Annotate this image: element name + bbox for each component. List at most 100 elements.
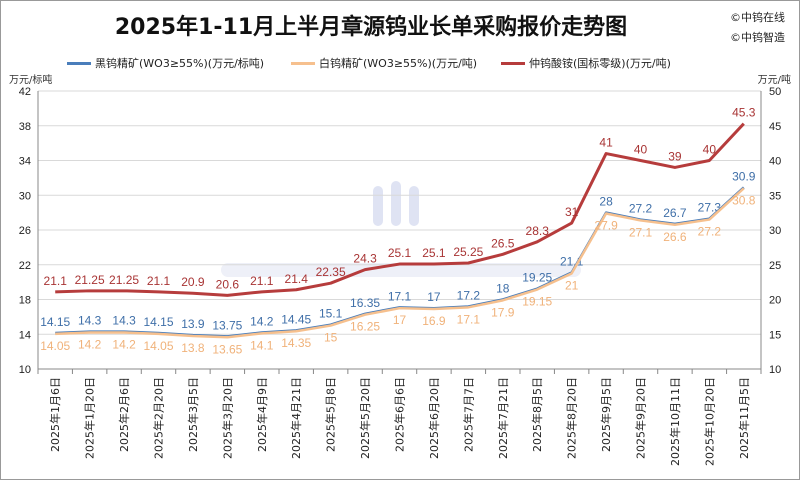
y-left-tick-label: 18 bbox=[19, 295, 31, 307]
x-tick-label: 2025年9月5日 bbox=[599, 377, 613, 452]
data-label: 21 bbox=[565, 278, 579, 292]
x-tick-label: 2025年2月20日 bbox=[152, 377, 166, 459]
y-left-tick-label: 30 bbox=[19, 190, 31, 202]
x-tick-label: 2025年10月11日 bbox=[668, 377, 682, 466]
data-label: 27.3 bbox=[698, 201, 722, 215]
x-tick-label: 2025年1月20日 bbox=[83, 377, 97, 459]
data-label: 31 bbox=[565, 205, 579, 219]
data-label: 27.9 bbox=[594, 218, 618, 232]
x-tick-label: 2025年1月6日 bbox=[48, 377, 62, 452]
x-tick-label: 2025年8月5日 bbox=[530, 377, 544, 452]
y-right-tick-label: 25 bbox=[769, 260, 781, 272]
data-label: 27.2 bbox=[629, 202, 653, 216]
y-left-tick-label: 14 bbox=[19, 329, 31, 341]
y-right-tick-label: 45 bbox=[769, 121, 781, 133]
y-left-tick-label: 38 bbox=[19, 121, 31, 133]
data-label: 21.25 bbox=[109, 273, 139, 287]
data-label: 14.05 bbox=[143, 339, 173, 353]
data-label: 14.3 bbox=[78, 314, 102, 328]
y-left-tick-label: 10 bbox=[19, 364, 31, 376]
data-label: 14.2 bbox=[78, 338, 102, 352]
series-line-2 bbox=[55, 122, 745, 297]
data-label: 15 bbox=[324, 331, 338, 345]
watermark bbox=[221, 181, 581, 277]
legend-swatch bbox=[291, 61, 315, 65]
legend-item-black-tungsten: 黑钨精矿(WO3≥55%)(万元/标吨) bbox=[67, 55, 264, 71]
x-tick-label: 2025年10月20日 bbox=[702, 377, 716, 466]
data-label: 41 bbox=[599, 136, 613, 150]
data-label: 14.2 bbox=[112, 338, 136, 352]
data-label: 28.3 bbox=[526, 224, 550, 238]
data-label: 40 bbox=[703, 143, 717, 157]
x-tick-label: 2025年3月5日 bbox=[186, 377, 200, 452]
data-label: 40 bbox=[634, 143, 648, 157]
legend-label: 黑钨精矿(WO3≥55%)(万元/标吨) bbox=[95, 57, 265, 70]
data-label: 14.3 bbox=[112, 314, 136, 328]
data-label: 25.25 bbox=[453, 245, 483, 259]
legend-item-apt: 仲钨酸铵(国标零级)(万元/吨) bbox=[501, 55, 671, 71]
data-label: 13.65 bbox=[212, 342, 242, 356]
data-label: 21.25 bbox=[75, 273, 105, 287]
data-label: 30.9 bbox=[732, 169, 756, 183]
data-label: 21.1 bbox=[44, 274, 68, 288]
y-right-tick-label: 50 bbox=[769, 86, 781, 98]
data-label: 25.1 bbox=[388, 246, 412, 260]
legend-item-scheelite: 白钨精矿(WO3≥55%)(万元/吨) bbox=[291, 55, 477, 71]
x-tick-label: 2025年8月20日 bbox=[565, 377, 579, 459]
data-label: 14.35 bbox=[281, 336, 311, 350]
data-label: 14.2 bbox=[250, 315, 274, 329]
y-right-tick-label: 15 bbox=[769, 329, 781, 341]
chart-title: 2025年1-11月上半月章源钨业长单采购报价走势图 bbox=[114, 15, 628, 40]
legend-label: 白钨精矿(WO3≥55%)(万元/吨) bbox=[319, 57, 478, 70]
data-label: 13.9 bbox=[181, 317, 205, 331]
y-left-tick-label: 26 bbox=[19, 225, 31, 237]
data-label: 14.05 bbox=[40, 339, 70, 353]
data-label: 14.45 bbox=[281, 312, 311, 326]
right-axis-unit: 万元/吨 bbox=[757, 75, 791, 86]
watermark-logo-shape bbox=[409, 186, 419, 226]
data-label: 16.35 bbox=[350, 296, 380, 310]
data-label: 30.8 bbox=[732, 193, 756, 207]
data-label: 14.1 bbox=[250, 338, 274, 352]
data-label: 17.2 bbox=[457, 288, 481, 302]
data-label: 26.5 bbox=[491, 236, 515, 250]
legend-label: 仲钨酸铵(国标零级)(万元/吨) bbox=[529, 57, 671, 70]
data-label: 21.1 bbox=[250, 274, 274, 288]
data-label: 20.6 bbox=[216, 277, 240, 291]
data-label: 21.4 bbox=[285, 272, 309, 286]
y-right-tick-label: 10 bbox=[769, 364, 781, 376]
x-tick-label: 2025年6月20日 bbox=[427, 377, 441, 459]
data-label: 19.15 bbox=[522, 295, 552, 309]
data-label: 14.15 bbox=[40, 315, 70, 329]
y-right-tick-label: 20 bbox=[769, 295, 781, 307]
watermark-logo-shape bbox=[391, 181, 401, 226]
data-label: 17.1 bbox=[457, 312, 481, 326]
data-label: 24.3 bbox=[353, 252, 377, 266]
data-label: 13.8 bbox=[181, 341, 205, 355]
data-label: 17 bbox=[393, 313, 407, 327]
x-tick-label: 2025年4月9日 bbox=[255, 377, 269, 452]
x-tick-label: 2025年5月8日 bbox=[324, 377, 338, 452]
data-label: 26.6 bbox=[663, 230, 687, 244]
x-tick-label: 2025年6月6日 bbox=[393, 377, 407, 452]
x-tick-label: 2025年5月20日 bbox=[358, 377, 372, 459]
legend-swatch bbox=[67, 61, 91, 65]
data-label: 16.25 bbox=[350, 320, 380, 334]
data-label: 17.1 bbox=[388, 289, 412, 303]
data-label: 19.25 bbox=[522, 271, 552, 285]
data-label: 39 bbox=[668, 149, 682, 163]
data-label: 17.9 bbox=[491, 305, 515, 319]
data-label: 45.3 bbox=[732, 106, 756, 120]
left-axis-unit: 万元/标吨 bbox=[9, 75, 53, 86]
y-left-tick-label: 22 bbox=[19, 260, 31, 272]
data-label: 25.1 bbox=[422, 246, 446, 260]
data-label: 18 bbox=[496, 282, 510, 296]
x-tick-label: 2025年11月5日 bbox=[737, 377, 751, 459]
data-label: 17 bbox=[427, 290, 441, 304]
series-line-1 bbox=[55, 187, 745, 339]
x-tick-label: 2025年9月20日 bbox=[634, 377, 648, 459]
x-tick-label: 2025年7月21日 bbox=[496, 377, 510, 459]
brand-line-2: ©中钨智造 bbox=[730, 31, 785, 44]
data-label: 27.1 bbox=[629, 225, 653, 239]
